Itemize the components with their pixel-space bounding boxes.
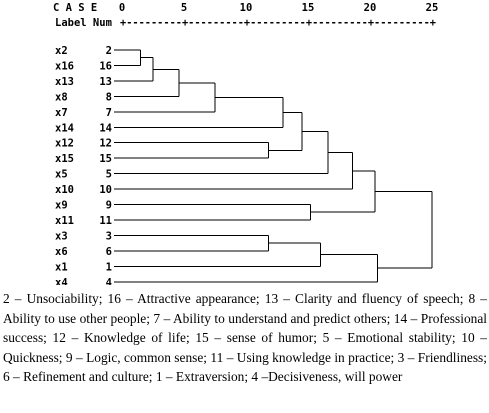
case-label: x1 [55, 261, 68, 273]
case-label: x2 [55, 45, 68, 57]
case-number: 6 [106, 246, 112, 258]
scale-tick-5: 5 [181, 2, 187, 14]
case-label: x13 [55, 76, 74, 88]
dendrogram: C A S E Label Num 0 5 10 15 20 25 +---------+… [53, 2, 438, 285]
scale-ruler: +---------+---------+---------+---------… [120, 17, 436, 29]
case-number: 11 [99, 215, 112, 227]
case-number: 9 [106, 200, 112, 212]
figure-caption: 2 – Unsociability; 16 – Attractive appea… [3, 291, 487, 384]
case-number: 8 [106, 91, 112, 103]
scale-tick-15: 15 [302, 2, 315, 14]
scale-tick-10: 10 [240, 2, 253, 14]
scale-tick-25: 25 [426, 2, 439, 14]
case-number: 7 [106, 107, 112, 119]
case-number: 1 [106, 261, 112, 273]
case-number: 4 [106, 277, 112, 285]
case-label: x4 [55, 277, 68, 285]
scale-ticks: 0 5 10 15 20 25 [119, 2, 438, 14]
case-number: 2 [106, 45, 112, 57]
case-label: x3 [55, 230, 68, 242]
case-number: 16 [99, 60, 112, 72]
case-label: x8 [55, 91, 68, 103]
case-label: x16 [55, 60, 74, 72]
case-label: x5 [55, 169, 68, 181]
case-label: x7 [55, 107, 68, 119]
scale-tick-0: 0 [119, 2, 125, 14]
scale-tick-20: 20 [364, 2, 377, 14]
case-number: 12 [99, 138, 112, 150]
case-label: x14 [55, 122, 74, 134]
case-number: 15 [99, 153, 112, 165]
case-header: C A S E [53, 2, 97, 14]
case-number: 3 [106, 230, 112, 242]
case-label: x6 [55, 246, 68, 258]
case-number: 13 [99, 76, 112, 88]
case-number: 5 [106, 169, 112, 181]
case-label: x11 [55, 215, 74, 227]
case-label: x12 [55, 138, 74, 150]
case-label: x15 [55, 153, 74, 165]
case-number: 10 [99, 184, 112, 196]
case-label: x10 [55, 184, 74, 196]
case-number: 14 [99, 122, 112, 134]
case-label: x9 [55, 200, 68, 212]
label-num-header: Label Num [55, 17, 112, 29]
dendrogram-links [114, 49, 433, 283]
